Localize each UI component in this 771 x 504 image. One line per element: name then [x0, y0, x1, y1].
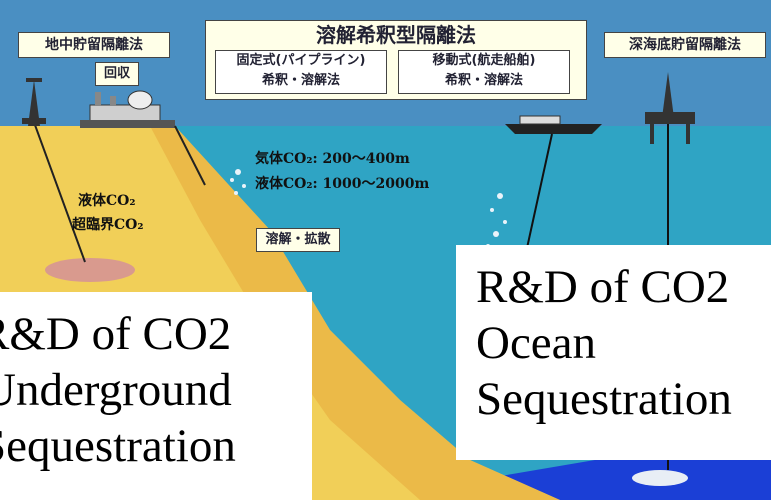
recovery-facility-icon	[80, 90, 175, 128]
fixed-method-line1: 固定式(パイプライン)	[236, 53, 366, 68]
underground-storage-label: 地中貯留隔離法	[18, 32, 170, 58]
main-title: 溶解希釈型隔離法	[316, 23, 476, 47]
ship-icon	[505, 115, 602, 134]
dissolution-label: 溶解・拡散	[256, 228, 340, 252]
underground-caption: R&D of CO2 Underground Sequestration	[0, 292, 312, 500]
co2-reservoir	[45, 258, 135, 282]
mobile-method-line2: 希釈・溶解法	[444, 73, 523, 88]
ocean-caption-line1: R&D of CO2	[476, 261, 730, 313]
seabed	[150, 126, 560, 500]
ocean-caption-line3: Sequestration	[476, 373, 732, 425]
underground-caption-line1: R&D of CO2	[0, 308, 232, 360]
fixed-method-box: 固定式(パイプライン) 希釈・溶解法	[215, 50, 387, 94]
mobile-method-line1: 移動式(航走船舶)	[432, 53, 536, 68]
seabed-pipeline	[174, 125, 206, 186]
liquid-co2-label: 液体CO₂	[78, 193, 136, 209]
supercritical-co2-label: 超臨界CO₂	[72, 217, 144, 233]
underground-caption-line3: Sequestration	[0, 420, 236, 472]
underground-caption-line2: Underground	[0, 364, 232, 416]
offshore-platform-icon	[645, 72, 695, 144]
injection-well	[34, 124, 86, 263]
left-rig-icon	[22, 78, 46, 126]
fixed-method-line2: 希釈・溶解法	[261, 73, 340, 88]
liquid-depth-label: 液体CO₂: 1000〜2000m	[255, 176, 430, 192]
deep-sea-storage	[632, 470, 688, 486]
mobile-method-box: 移動式(航走船舶) 希釈・溶解法	[398, 50, 570, 94]
ocean-caption: R&D of CO2 Ocean Sequestration	[456, 245, 771, 460]
recovery-label: 回収	[95, 62, 139, 86]
deep-sea-storage-label: 深海底貯留隔離法	[604, 32, 766, 58]
ocean-caption-line2: Ocean	[476, 317, 597, 369]
gas-depth-label: 気体CO₂: 200〜400m	[255, 151, 410, 167]
